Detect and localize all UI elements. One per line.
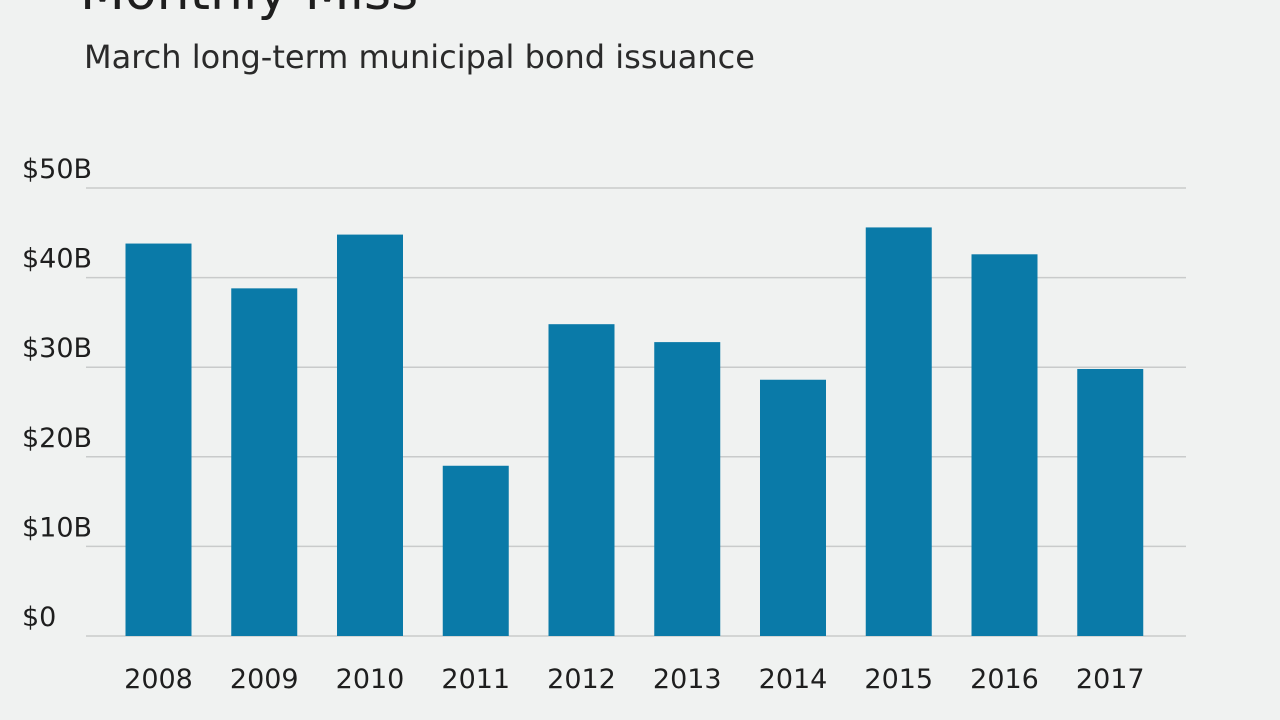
x-tick-label: 2009 [230,664,299,695]
bar [654,342,721,636]
bar [971,254,1038,636]
bars [125,227,1144,637]
y-tick-label: $0 [22,602,56,633]
y-tick-label: $10B [22,512,92,543]
x-tick-label: 2013 [653,664,722,695]
bar [337,234,403,637]
y-tick-label: $30B [22,333,92,364]
x-tick-label: 2010 [336,664,405,695]
bar [125,243,192,636]
y-tick-label: $40B [22,244,92,275]
chart-title: Monthly Miss [80,0,418,18]
x-tick-label: 2017 [1076,664,1145,695]
bar [442,465,509,636]
x-tick-label: 2008 [124,664,193,695]
x-tick-label: 2016 [970,664,1039,695]
bar [1077,368,1144,636]
x-tick-label: 2015 [864,664,933,695]
bar [548,324,615,636]
y-tick-label: $20B [22,423,92,454]
x-tick-label: 2012 [547,664,616,695]
bar [865,227,932,636]
chart-subtitle: March long-term municipal bond issuance [84,38,755,76]
x-tick-label: 2014 [759,664,828,695]
bar [231,288,298,636]
y-tick-label: $50B [22,154,92,185]
y-axis-labels: $0 $10B $20B $30B $40B $50B [22,154,92,633]
bar [760,379,826,636]
x-axis-labels: 2008 2009 2010 2011 2012 2013 2014 2015 2016 2017 [124,664,1144,695]
x-tick-label: 2011 [441,664,510,695]
